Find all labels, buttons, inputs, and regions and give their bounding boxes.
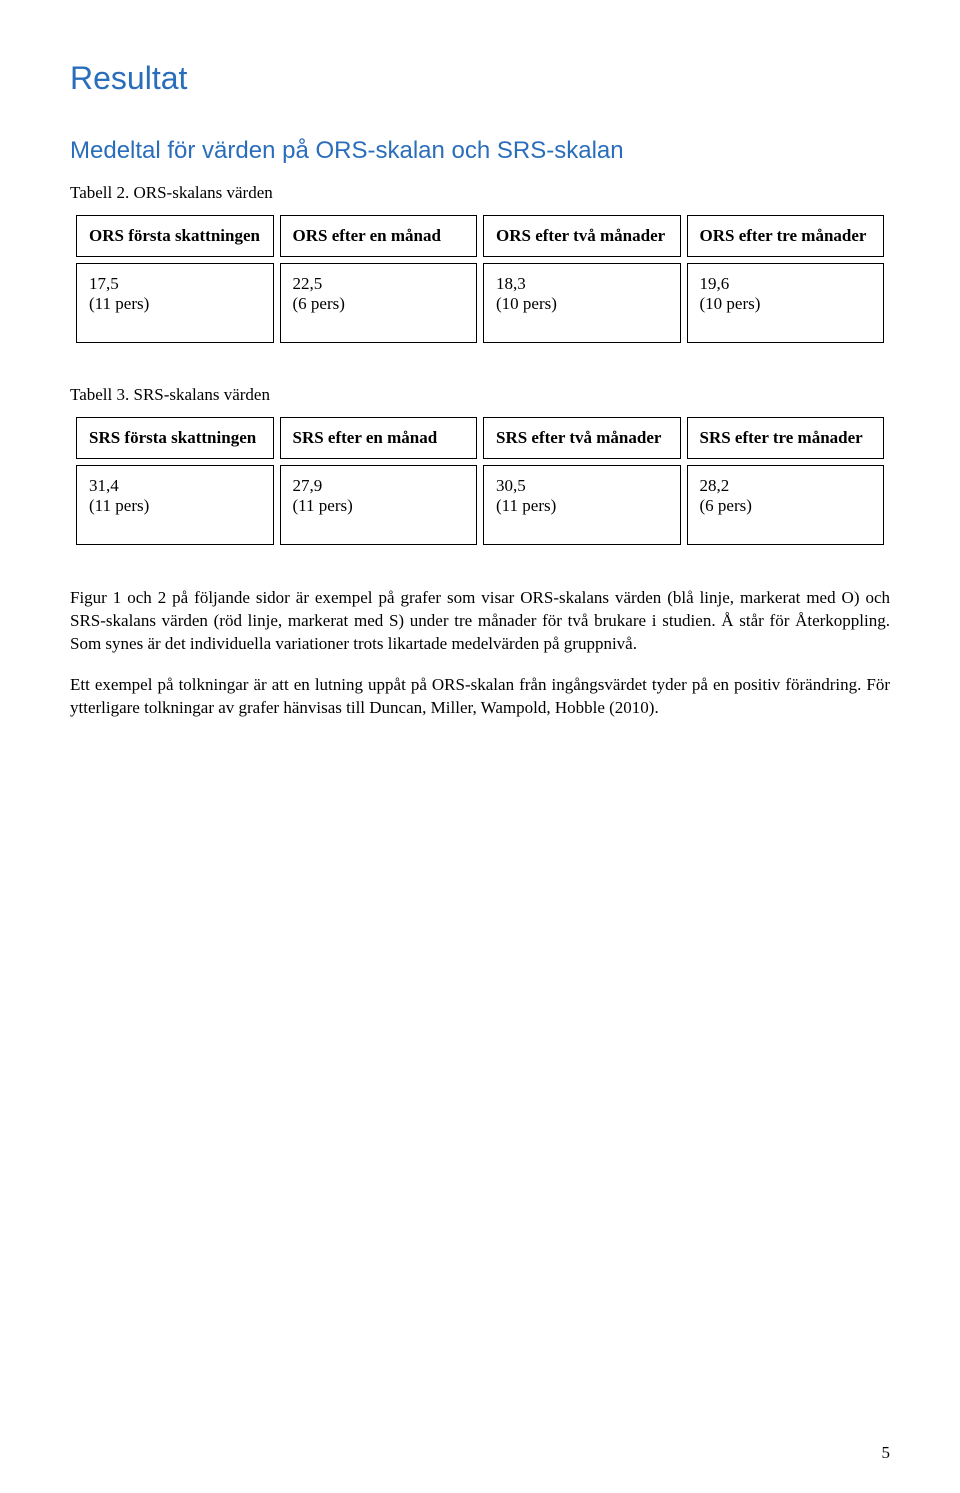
body-paragraph-2: Ett exempel på tolkningar är att en lutn… — [70, 674, 890, 720]
cell-n: (11 pers) — [496, 496, 556, 515]
col-header: ORS efter tre månader — [687, 215, 885, 257]
cell-n: (6 pers) — [700, 496, 752, 515]
cell-value: 19,6 — [700, 274, 730, 293]
cell-value: 27,9 — [293, 476, 323, 495]
cell-value: 30,5 — [496, 476, 526, 495]
col-header: ORS första skattningen — [76, 215, 274, 257]
col-header: SRS efter en månad — [280, 417, 478, 459]
table-row: 31,4 (11 pers) 27,9 (11 pers) 30,5 (11 p… — [76, 465, 884, 545]
cell-n: (10 pers) — [496, 294, 557, 313]
cell-value: 28,2 — [700, 476, 730, 495]
col-header: SRS efter tre månader — [687, 417, 885, 459]
page-title: Resultat — [70, 60, 890, 97]
table-cell: 30,5 (11 pers) — [483, 465, 681, 545]
cell-n: (11 pers) — [293, 496, 353, 515]
table-cell: 31,4 (11 pers) — [76, 465, 274, 545]
cell-value: 18,3 — [496, 274, 526, 293]
table-header-row: ORS första skattningen ORS efter en måna… — [76, 215, 884, 257]
col-header: SRS första skattningen — [76, 417, 274, 459]
cell-n: (11 pers) — [89, 294, 149, 313]
cell-n: (10 pers) — [700, 294, 761, 313]
table-cell: 28,2 (6 pers) — [687, 465, 885, 545]
col-header: ORS efter två månader — [483, 215, 681, 257]
srs-table: SRS första skattningen SRS efter en måna… — [70, 411, 890, 551]
table-cell: 19,6 (10 pers) — [687, 263, 885, 343]
table3-caption: Tabell 3. SRS-skalans värden — [70, 385, 890, 405]
col-header: ORS efter en månad — [280, 215, 478, 257]
cell-n: (6 pers) — [293, 294, 345, 313]
cell-n: (11 pers) — [89, 496, 149, 515]
table-cell: 27,9 (11 pers) — [280, 465, 478, 545]
table-cell: 22,5 (6 pers) — [280, 263, 478, 343]
section-subtitle: Medeltal för värden på ORS-skalan och SR… — [70, 137, 890, 165]
table2-caption: Tabell 2. ORS-skalans värden — [70, 183, 890, 203]
cell-value: 17,5 — [89, 274, 119, 293]
cell-value: 31,4 — [89, 476, 119, 495]
table-header-row: SRS första skattningen SRS efter en måna… — [76, 417, 884, 459]
body-paragraph-1: Figur 1 och 2 på följande sidor är exemp… — [70, 587, 890, 656]
col-header: SRS efter två månader — [483, 417, 681, 459]
page-number: 5 — [882, 1443, 891, 1463]
table-row: 17,5 (11 pers) 22,5 (6 pers) 18,3 (10 pe… — [76, 263, 884, 343]
table-cell: 17,5 (11 pers) — [76, 263, 274, 343]
table-cell: 18,3 (10 pers) — [483, 263, 681, 343]
cell-value: 22,5 — [293, 274, 323, 293]
ors-table: ORS första skattningen ORS efter en måna… — [70, 209, 890, 349]
